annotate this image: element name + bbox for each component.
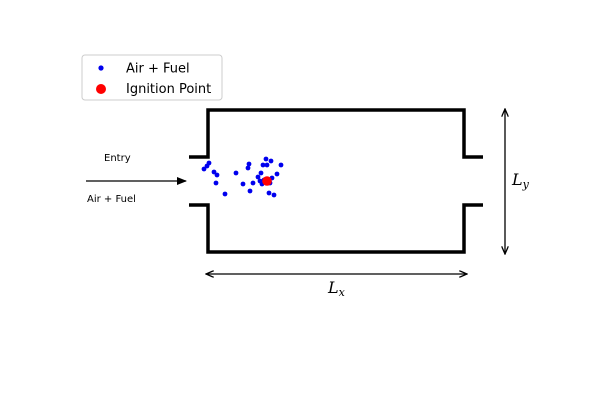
air-fuel-particle [255, 174, 261, 180]
air-fuel-particle [250, 180, 256, 186]
air-fuel-particle [245, 165, 251, 171]
air-fuel-particle [260, 162, 266, 168]
air-fuel-particle [246, 161, 252, 167]
air-fuel-particle [214, 172, 220, 178]
inlet-label-entry: Entry [104, 153, 131, 164]
air-fuel-particles [201, 156, 284, 198]
chamber-walls [189, 108, 483, 254]
air-fuel-particle [240, 181, 246, 187]
air-fuel-particle [204, 163, 210, 169]
dimension-lx-subscript: x [339, 286, 346, 299]
chamber-upper-wall [189, 108, 483, 159]
air-fuel-particle [268, 158, 274, 164]
air-fuel-particle [258, 170, 264, 176]
air-fuel-particle [233, 170, 239, 176]
chamber-lower-wall [189, 203, 483, 254]
legend-frame [81, 54, 223, 101]
dimension-ly-symbol: L [511, 170, 523, 189]
air-fuel-particle [274, 171, 280, 177]
air-fuel-particle [263, 156, 269, 162]
air-fuel-particle [247, 188, 253, 194]
air-fuel-particle [201, 166, 207, 172]
dimension-lx: Lx [206, 274, 467, 299]
air-fuel-particle [213, 180, 219, 186]
legend: Air + Fuel Ignition Point [81, 54, 223, 101]
air-fuel-particle [278, 162, 284, 168]
inlet-indicator: Entry Air + Fuel [86, 153, 187, 205]
dimension-ly-subscript: y [522, 178, 530, 191]
air-fuel-particle [222, 191, 228, 197]
legend-label-ignition-point: Ignition Point [126, 82, 211, 97]
dimension-ly: Ly [505, 109, 530, 254]
dimension-ly-label: Ly [511, 170, 530, 191]
air-fuel-particle [266, 190, 272, 196]
dimension-lx-symbol: L [327, 278, 339, 297]
air-fuel-particle [211, 169, 217, 175]
dimension-lx-label: Lx [327, 278, 346, 299]
legend-label-air-fuel: Air + Fuel [126, 62, 190, 77]
air-fuel-particle [264, 162, 270, 168]
air-fuel-legend-marker-icon [98, 65, 104, 71]
inlet-label-air-fuel: Air + Fuel [87, 194, 136, 205]
air-fuel-particle [271, 192, 277, 198]
ignition-legend-marker-icon [96, 84, 106, 94]
ignition-point-marker [262, 176, 272, 186]
